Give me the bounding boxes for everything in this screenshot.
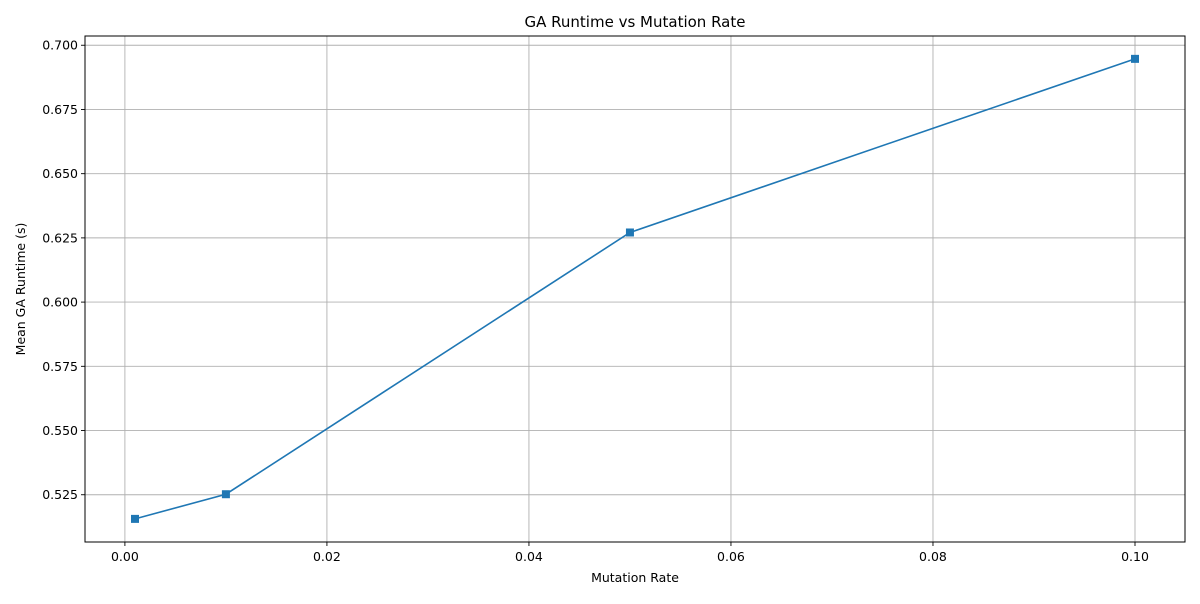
x-tick-label: 0.02 xyxy=(313,549,341,564)
y-tick-label: 0.550 xyxy=(42,423,78,438)
y-tick-label: 0.650 xyxy=(42,166,78,181)
x-tick-label: 0.10 xyxy=(1121,549,1149,564)
ticks-layer: 0.00 0.02 0.04 0.06 0.08 0.10 0.525 0.550 0.575 0… xyxy=(42,38,1149,564)
x-tick-label: 0.06 xyxy=(717,549,745,564)
y-tick-label: 0.675 xyxy=(42,102,78,117)
data-point-marker xyxy=(1131,54,1139,63)
series-line xyxy=(134,58,1136,520)
x-tick-label: 0.04 xyxy=(515,549,543,564)
chart-title: GA Runtime vs Mutation Rate xyxy=(525,13,746,31)
y-tick-label: 0.625 xyxy=(42,230,78,245)
y-tick-label: 0.700 xyxy=(42,38,78,53)
data-point-marker xyxy=(221,490,230,499)
y-tick-label: 0.525 xyxy=(42,487,78,502)
data-point-marker xyxy=(131,514,139,523)
grid-layer xyxy=(85,36,1185,542)
data-point-marker xyxy=(625,228,634,237)
series-layer xyxy=(131,54,1139,523)
y-tick-label: 0.600 xyxy=(42,295,78,310)
y-tick-label: 0.575 xyxy=(42,359,78,374)
y-axis-label: Mean GA Runtime (s) xyxy=(13,223,28,356)
x-tick-label: 0.08 xyxy=(919,549,947,564)
x-tick-label: 0.00 xyxy=(111,549,139,564)
axes-frame xyxy=(84,35,1186,543)
x-axis-label: Mutation Rate xyxy=(591,570,679,585)
